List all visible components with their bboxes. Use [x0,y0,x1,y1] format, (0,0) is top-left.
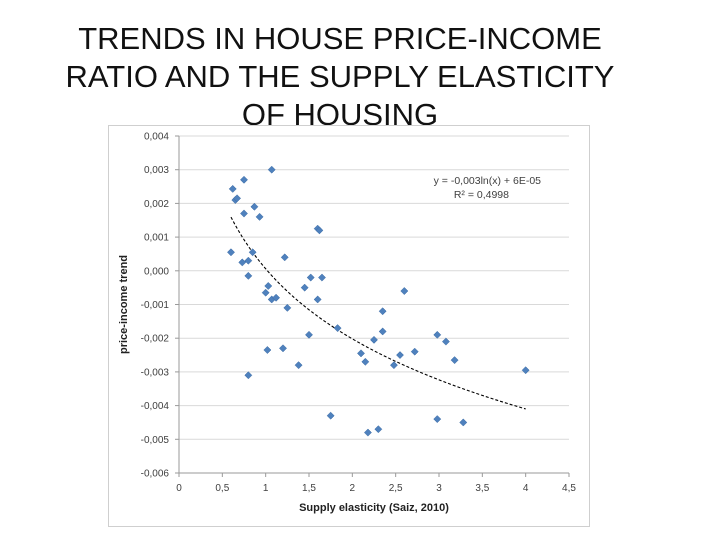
y-tick-label: -0,003 [141,367,170,378]
chart-panel: 0,004 0,003 0,002 0,001 0,000 -0,001 -0,002 -0,… [108,125,590,527]
y-tick-label: -0,002 [141,334,170,345]
data-point [318,273,326,282]
data-point [441,337,450,346]
data-point [227,248,235,257]
x-tick-label: 1,5 [302,483,316,494]
data-point [255,212,264,221]
x-tick-label: 1 [263,483,269,494]
data-point [267,165,276,174]
data-point [244,256,253,265]
data-point [240,209,248,218]
data-point [233,194,242,203]
slide-title: TRENDS IN HOUSE PRICE-INCOME RATIO AND T… [0,20,680,134]
data-point [400,287,409,295]
x-tick-label: 4,5 [562,483,576,494]
trendline [230,216,526,410]
data-point [378,307,387,316]
data-point [228,184,237,193]
data-point [305,330,313,339]
data-point [238,258,247,267]
x-tick-label: 2 [350,483,356,494]
data-point [315,226,324,235]
data-point [263,346,272,354]
title-line-2: RATIO AND THE SUPPLY ELASTICITY [65,59,615,94]
data-point [459,418,468,427]
data-point [361,357,370,366]
data-point [396,351,404,360]
data-point [272,293,281,302]
data-point [374,425,383,434]
data-point [433,415,442,424]
data-point [326,411,335,420]
data-point [433,330,442,339]
data-point [250,202,259,211]
x-tick-label: 4 [523,483,529,494]
x-tick-label: 0,5 [215,483,229,494]
x-axis-title: Supply elasticity (Saiz, 2010) [299,502,449,514]
axis-layer [175,135,570,477]
data-point [294,361,303,370]
scatter-chart: 0,004 0,003 0,002 0,001 0,000 -0,001 -0,002 -0,… [118,132,576,515]
y-tick-label: 0,001 [144,233,169,244]
label-layer: 0,004 0,003 0,002 0,001 0,000 -0,001 -0,002 -0,… [118,132,576,515]
data-point [521,366,530,375]
y-tick-label: -0,005 [141,435,170,446]
data-point [261,288,270,297]
trendline-r-squared: R² = 0,4998 [454,189,509,201]
data-point [248,248,257,257]
data-point [306,273,315,282]
y-tick-label: 0,004 [144,132,169,143]
data-point [280,253,289,262]
y-tick-label: 0,000 [144,266,169,277]
data-point [264,282,273,290]
data-point [410,347,419,356]
data-point [313,295,322,304]
data-point [370,335,378,344]
data-point [357,349,365,358]
data-point-layer [227,165,530,437]
trendline-layer [230,216,526,410]
data-point [300,283,309,292]
x-tick-label: 2,5 [389,483,403,494]
data-point [240,175,248,184]
y-tick-label: -0,006 [141,469,170,480]
data-point [363,428,372,437]
data-point [378,327,387,336]
y-tick-label: -0,001 [141,300,170,311]
y-tick-label: 0,002 [144,199,169,210]
y-axis-title: price-income trend [118,255,130,354]
data-point [279,344,287,353]
trendline-equation: y = -0,003ln(x) + 6E-05 [434,175,542,187]
x-tick-label: 0 [176,483,182,494]
title-line-1: TRENDS IN HOUSE PRICE-INCOME [78,21,602,56]
x-tick-label: 3 [436,483,442,494]
data-point [333,324,342,333]
data-point [389,361,398,370]
x-tick-label: 3,5 [475,483,489,494]
data-point [283,303,292,312]
y-tick-label: -0,004 [141,401,170,412]
y-tick-label: 0,003 [144,165,169,176]
data-point [450,356,459,365]
data-point [244,371,253,380]
data-point [244,271,253,280]
